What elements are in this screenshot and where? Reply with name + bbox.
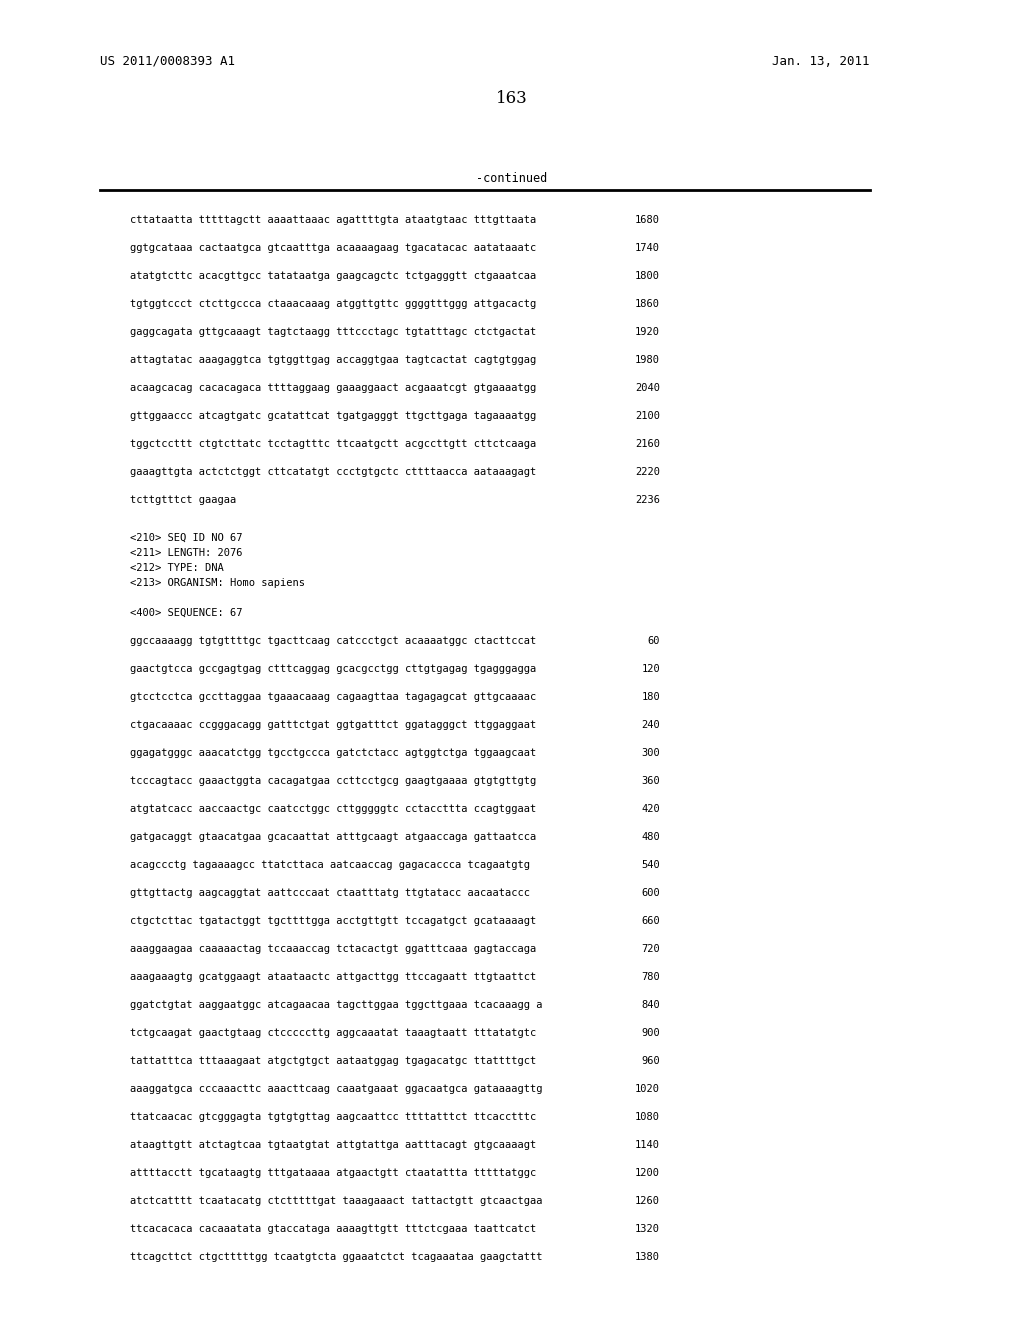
- Text: 1800: 1800: [635, 271, 660, 281]
- Text: tcttgtttct gaagaa: tcttgtttct gaagaa: [130, 495, 237, 506]
- Text: 420: 420: [641, 804, 660, 814]
- Text: gttggaaccc atcagtgatc gcatattcat tgatgagggt ttgcttgaga tagaaaatgg: gttggaaccc atcagtgatc gcatattcat tgatgag…: [130, 411, 537, 421]
- Text: gatgacaggt gtaacatgaa gcacaattat atttgcaagt atgaaccaga gattaatcca: gatgacaggt gtaacatgaa gcacaattat atttgca…: [130, 832, 537, 842]
- Text: 360: 360: [641, 776, 660, 785]
- Text: 2160: 2160: [635, 440, 660, 449]
- Text: ttcacacaca cacaaatata gtaccataga aaaagttgtt tttctcgaaa taattcatct: ttcacacaca cacaaatata gtaccataga aaaagtt…: [130, 1224, 537, 1234]
- Text: 2100: 2100: [635, 411, 660, 421]
- Text: tctgcaagat gaactgtaag ctcccccttg aggcaaatat taaagtaatt tttatatgtc: tctgcaagat gaactgtaag ctcccccttg aggcaaa…: [130, 1028, 537, 1038]
- Text: tattatttca tttaaagaat atgctgtgct aataatggag tgagacatgc ttattttgct: tattatttca tttaaagaat atgctgtgct aataatg…: [130, 1056, 537, 1067]
- Text: ggtgcataaa cactaatgca gtcaatttga acaaaagaag tgacatacac aatataaatc: ggtgcataaa cactaatgca gtcaatttga acaaaag…: [130, 243, 537, 253]
- Text: 1080: 1080: [635, 1111, 660, 1122]
- Text: ggagatgggc aaacatctgg tgcctgccca gatctctacc agtggtctga tggaagcaat: ggagatgggc aaacatctgg tgcctgccca gatctct…: [130, 748, 537, 758]
- Text: 60: 60: [647, 636, 660, 645]
- Text: tggctccttt ctgtcttatc tcctagtttc ttcaatgctt acgccttgtt cttctcaaga: tggctccttt ctgtcttatc tcctagtttc ttcaatg…: [130, 440, 537, 449]
- Text: acagccctg tagaaaagcc ttatcttaca aatcaaccag gagacaccca tcagaatgtg: acagccctg tagaaaagcc ttatcttaca aatcaacc…: [130, 861, 530, 870]
- Text: 1980: 1980: [635, 355, 660, 366]
- Text: <211> LENGTH: 2076: <211> LENGTH: 2076: [130, 548, 243, 558]
- Text: 960: 960: [641, 1056, 660, 1067]
- Text: <210> SEQ ID NO 67: <210> SEQ ID NO 67: [130, 533, 243, 543]
- Text: 2236: 2236: [635, 495, 660, 506]
- Text: 540: 540: [641, 861, 660, 870]
- Text: 840: 840: [641, 1001, 660, 1010]
- Text: 2040: 2040: [635, 383, 660, 393]
- Text: Jan. 13, 2011: Jan. 13, 2011: [772, 55, 870, 69]
- Text: acaagcacag cacacagaca ttttaggaag gaaaggaact acgaaatcgt gtgaaaatgg: acaagcacag cacacagaca ttttaggaag gaaagga…: [130, 383, 537, 393]
- Text: 600: 600: [641, 888, 660, 898]
- Text: atatgtcttc acacgttgcc tatataatga gaagcagctc tctgagggtt ctgaaatcaa: atatgtcttc acacgttgcc tatataatga gaagcag…: [130, 271, 537, 281]
- Text: attttacctt tgcataagtg tttgataaaa atgaactgtt ctaatattta tttttatggc: attttacctt tgcataagtg tttgataaaa atgaact…: [130, 1168, 537, 1177]
- Text: ataagttgtt atctagtcaa tgtaatgtat attgtattga aatttacagt gtgcaaaagt: ataagttgtt atctagtcaa tgtaatgtat attgtat…: [130, 1140, 537, 1150]
- Text: aaaggatgca cccaaacttc aaacttcaag caaatgaaat ggacaatgca gataaaagttg: aaaggatgca cccaaacttc aaacttcaag caaatga…: [130, 1084, 543, 1094]
- Text: ctgctcttac tgatactggt tgcttttgga acctgttgtt tccagatgct gcataaaagt: ctgctcttac tgatactggt tgcttttgga acctgtt…: [130, 916, 537, 927]
- Text: 1380: 1380: [635, 1251, 660, 1262]
- Text: gaactgtcca gccgagtgag ctttcaggag gcacgcctgg cttgtgagag tgagggagga: gaactgtcca gccgagtgag ctttcaggag gcacgcc…: [130, 664, 537, 675]
- Text: gtcctcctca gccttaggaa tgaaacaaag cagaagttaa tagagagcat gttgcaaaac: gtcctcctca gccttaggaa tgaaacaaag cagaagt…: [130, 692, 537, 702]
- Text: 1320: 1320: [635, 1224, 660, 1234]
- Text: ggatctgtat aaggaatggc atcagaacaa tagcttggaa tggcttgaaa tcacaaagg a: ggatctgtat aaggaatggc atcagaacaa tagcttg…: [130, 1001, 543, 1010]
- Text: gaaagttgta actctctggt cttcatatgt ccctgtgctc cttttaacca aataaagagt: gaaagttgta actctctggt cttcatatgt ccctgtg…: [130, 467, 537, 477]
- Text: 163: 163: [496, 90, 528, 107]
- Text: 1140: 1140: [635, 1140, 660, 1150]
- Text: gttgttactg aagcaggtat aattcccaat ctaatttatg ttgtatacc aacaataccc: gttgttactg aagcaggtat aattcccaat ctaattt…: [130, 888, 530, 898]
- Text: <213> ORGANISM: Homo sapiens: <213> ORGANISM: Homo sapiens: [130, 578, 305, 587]
- Text: 1920: 1920: [635, 327, 660, 337]
- Text: 900: 900: [641, 1028, 660, 1038]
- Text: -continued: -continued: [476, 172, 548, 185]
- Text: 1680: 1680: [635, 215, 660, 224]
- Text: 300: 300: [641, 748, 660, 758]
- Text: ttcagcttct ctgctttttgg tcaatgtcta ggaaatctct tcagaaataa gaagctattt: ttcagcttct ctgctttttgg tcaatgtcta ggaaat…: [130, 1251, 543, 1262]
- Text: atctcatttt tcaatacatg ctctttttgat taaagaaact tattactgtt gtcaactgaa: atctcatttt tcaatacatg ctctttttgat taaaga…: [130, 1196, 543, 1206]
- Text: atgtatcacc aaccaactgc caatcctggc cttgggggtc cctaccttta ccagtggaat: atgtatcacc aaccaactgc caatcctggc cttgggg…: [130, 804, 537, 814]
- Text: aaaggaagaa caaaaactag tccaaaccag tctacactgt ggatttcaaa gagtaccaga: aaaggaagaa caaaaactag tccaaaccag tctacac…: [130, 944, 537, 954]
- Text: 180: 180: [641, 692, 660, 702]
- Text: 240: 240: [641, 719, 660, 730]
- Text: tgtggtccct ctcttgccca ctaaacaaag atggttgttc ggggtttggg attgacactg: tgtggtccct ctcttgccca ctaaacaaag atggttg…: [130, 300, 537, 309]
- Text: US 2011/0008393 A1: US 2011/0008393 A1: [100, 55, 234, 69]
- Text: 1200: 1200: [635, 1168, 660, 1177]
- Text: 1260: 1260: [635, 1196, 660, 1206]
- Text: 1020: 1020: [635, 1084, 660, 1094]
- Text: 120: 120: [641, 664, 660, 675]
- Text: 720: 720: [641, 944, 660, 954]
- Text: aaagaaagtg gcatggaagt ataataactc attgacttgg ttccagaatt ttgtaattct: aaagaaagtg gcatggaagt ataataactc attgact…: [130, 972, 537, 982]
- Text: 480: 480: [641, 832, 660, 842]
- Text: 1740: 1740: [635, 243, 660, 253]
- Text: gaggcagata gttgcaaagt tagtctaagg tttccctagc tgtatttagc ctctgactat: gaggcagata gttgcaaagt tagtctaagg tttccct…: [130, 327, 537, 337]
- Text: <400> SEQUENCE: 67: <400> SEQUENCE: 67: [130, 609, 243, 618]
- Text: tcccagtacc gaaactggta cacagatgaa ccttcctgcg gaagtgaaaa gtgtgttgtg: tcccagtacc gaaactggta cacagatgaa ccttcct…: [130, 776, 537, 785]
- Text: ggccaaaagg tgtgttttgc tgacttcaag catccctgct acaaaatggc ctacttccat: ggccaaaagg tgtgttttgc tgacttcaag catccct…: [130, 636, 537, 645]
- Text: attagtatac aaagaggtca tgtggttgag accaggtgaa tagtcactat cagtgtggag: attagtatac aaagaggtca tgtggttgag accaggt…: [130, 355, 537, 366]
- Text: 780: 780: [641, 972, 660, 982]
- Text: 2220: 2220: [635, 467, 660, 477]
- Text: ttatcaacac gtcgggagta tgtgtgttag aagcaattcc ttttatttct ttcacctttc: ttatcaacac gtcgggagta tgtgtgttag aagcaat…: [130, 1111, 537, 1122]
- Text: 1860: 1860: [635, 300, 660, 309]
- Text: 660: 660: [641, 916, 660, 927]
- Text: ctgacaaaac ccgggacagg gatttctgat ggtgatttct ggatagggct ttggaggaat: ctgacaaaac ccgggacagg gatttctgat ggtgatt…: [130, 719, 537, 730]
- Text: cttataatta tttttagctt aaaattaaac agattttgta ataatgtaac tttgttaata: cttataatta tttttagctt aaaattaaac agatttt…: [130, 215, 537, 224]
- Text: <212> TYPE: DNA: <212> TYPE: DNA: [130, 564, 224, 573]
